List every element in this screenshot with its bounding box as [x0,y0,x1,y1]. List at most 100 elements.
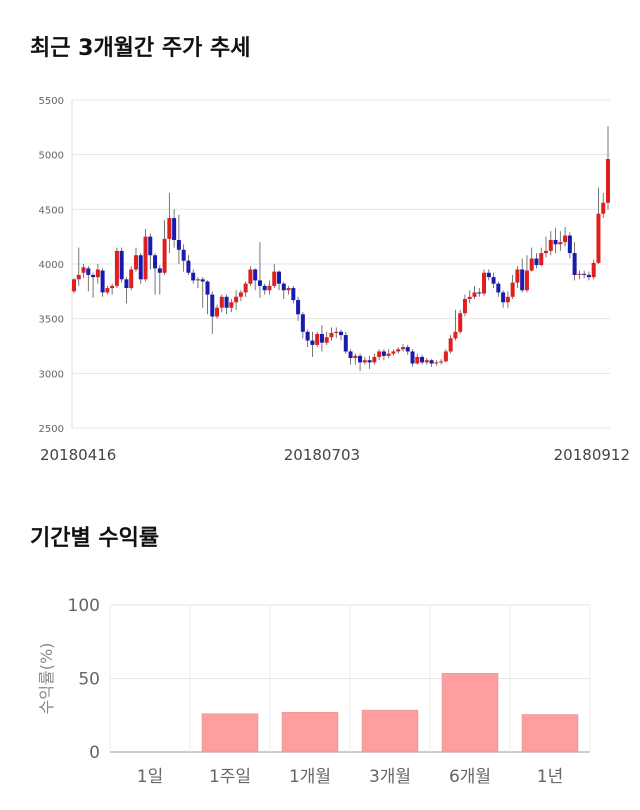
candle-body [143,236,148,280]
candle-body [591,262,596,278]
candle-marks [72,126,610,372]
candle-body [524,270,529,291]
candle [76,247,81,286]
candle [458,309,463,334]
candle [291,285,296,304]
candle [534,253,539,269]
candle-body [315,333,320,345]
candle [176,214,181,264]
candle [567,232,572,259]
candle [105,285,110,295]
candle [100,268,105,297]
candle-x-tick-label: 20180703 [284,446,360,464]
candle [210,291,215,334]
candle-body [257,280,262,286]
candle-body [86,268,91,275]
candle [353,353,358,365]
candle [558,231,563,251]
bar-y-tick-label: 100 [68,596,100,616]
candle-body [72,279,76,292]
candle-body [310,340,315,345]
returns-bar-chart: 0 50 100 1일 1주일 1개월 3개월 6개월 1년 수익률(%) [37,596,591,787]
candle [415,353,420,365]
candle [596,187,601,264]
candle [577,270,582,280]
candle-body [272,271,277,286]
candle-body [224,296,229,308]
candle [305,329,310,348]
candle [172,209,177,248]
candle [86,266,91,292]
candle [219,294,224,313]
candle [243,281,248,297]
candle [343,331,348,354]
candle [496,281,501,297]
candle-body [577,273,582,275]
candle-body [458,313,463,332]
candle-body [553,239,558,245]
period-returns-title: 기간별 수익률 [30,526,160,551]
candle-body [205,281,210,295]
candle-body [548,239,553,251]
candle [300,312,305,339]
candle-body [81,267,86,273]
candle [315,331,320,348]
candle [606,126,610,210]
candle-body [253,269,258,281]
candle-body [95,269,100,278]
candle [167,192,172,254]
candle-body [467,296,472,299]
candle-body [148,236,153,256]
candle [110,283,115,295]
bar [441,673,499,753]
bar [521,714,579,753]
candle-body [544,250,549,254]
candle-body [238,292,243,297]
bar-x-tick-label: 1개월 [289,767,331,787]
candle [157,265,162,295]
candle [400,343,405,352]
bar-x-tick-label: 1주일 [209,767,251,787]
candle-body [334,331,339,333]
candle-body [358,355,363,363]
candle-body [319,333,324,343]
candle-body [606,159,610,203]
candle [358,353,363,372]
candle-body [424,360,429,363]
candle-body [234,296,239,303]
candle [181,244,186,272]
bar-y-axis: 0 50 100 [68,596,100,763]
candle-body [482,272,487,294]
candle [586,271,591,281]
candle-body [410,351,415,364]
candle-body [138,255,143,280]
candle [272,264,277,289]
candle-y-tick-label: 4000 [39,260,64,271]
candle [95,264,100,284]
candle-body [558,242,563,245]
candle-body [505,296,510,303]
candle-body [429,360,434,364]
candle [386,349,391,359]
candle [195,277,200,289]
candle-body [596,213,601,263]
candle-body [167,218,172,239]
candle-body [219,296,224,308]
candle [124,277,129,304]
candle [410,349,415,367]
candle [520,258,525,293]
candle-body [172,218,177,240]
candle-body [105,288,110,293]
candle-body [520,269,525,291]
candle-body [529,258,534,271]
candle [129,266,134,291]
candle-body [586,274,591,278]
bar [201,713,259,753]
candle-y-tick-label: 3500 [39,315,64,326]
candle-body [248,269,253,284]
candle [133,247,138,272]
candle [601,192,606,219]
candle [434,360,439,366]
candle-body [367,360,372,363]
candle-body [415,356,420,364]
